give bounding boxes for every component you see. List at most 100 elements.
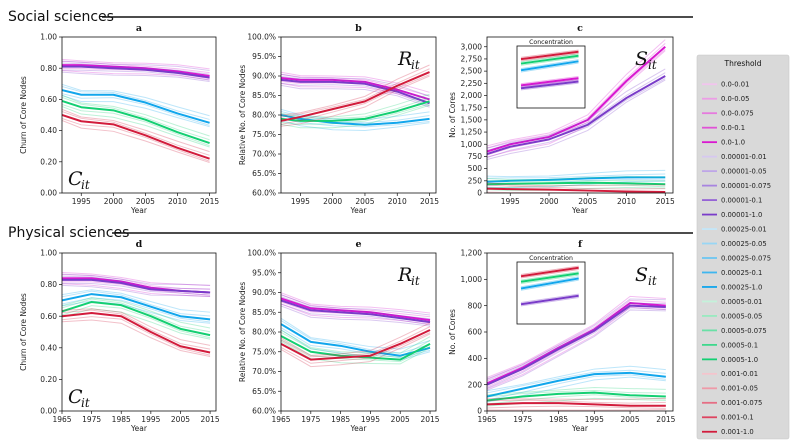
x-axis-label: Year xyxy=(350,206,368,215)
inset-title: Concentration xyxy=(529,255,573,262)
series-line-0.00001 xyxy=(487,75,666,155)
y-axis-label: No. of Cores xyxy=(448,92,457,138)
series-line-0.0 xyxy=(281,297,431,322)
series-variant-0.0 xyxy=(62,58,210,70)
inset-variant-0.00025 xyxy=(520,59,579,70)
series-line-0.00025 xyxy=(487,176,666,183)
y-tick-label: 1,750 xyxy=(461,103,483,112)
legend-label: 0.0-1.0 xyxy=(721,139,745,147)
y-tick-label: 0.40 xyxy=(40,126,57,135)
series-variant-0.00001 xyxy=(487,72,666,151)
series-variant-0.0 xyxy=(487,295,666,379)
y-tick-label: 0.00 xyxy=(40,407,57,416)
series-line-0.001 xyxy=(62,312,211,354)
series-variant-0.00001 xyxy=(62,284,211,297)
inset-variant-0.00025 xyxy=(520,62,579,73)
legend-entry: 0.00001-0.01 xyxy=(702,153,767,161)
y-tick-label: 750 xyxy=(468,152,483,161)
series-variant-0.00001 xyxy=(62,71,210,82)
inset-variant-0.0005 xyxy=(520,53,579,63)
series-variant-0.00025 xyxy=(281,329,431,361)
series-variant-0.00025 xyxy=(281,320,431,354)
legend-entry: 0.0005-1.0 xyxy=(702,356,758,364)
series-variant-0.0 xyxy=(487,50,666,158)
legend-label: 0.0-0.01 xyxy=(721,81,749,89)
x-tick-label: 1965 xyxy=(271,415,290,424)
series-variant-0.0005 xyxy=(487,390,666,398)
series-group xyxy=(487,39,666,193)
series-variant-0.00001 xyxy=(281,73,430,97)
series-variant-0.00025 xyxy=(487,173,666,179)
annotation-label: C xyxy=(68,386,83,408)
series-variant-0.00025 xyxy=(281,119,430,131)
y-axis-label: Relative No. of Core Nodes xyxy=(238,282,247,382)
series-line-0.0005 xyxy=(487,181,666,186)
panel-title: c xyxy=(577,23,583,34)
legend-label: 0.0005-0.01 xyxy=(721,298,762,306)
series-variant-0.00001 xyxy=(62,275,211,290)
y-tick-label: 2,000 xyxy=(461,91,483,100)
y-tick-label: 1,000 xyxy=(461,275,483,284)
legend-label: 0.00001-0.01 xyxy=(721,153,767,161)
legend-title: Threshold xyxy=(724,59,762,68)
series-line-0.00001 xyxy=(62,278,211,294)
series-variant-0.00001 xyxy=(487,78,666,158)
series-group xyxy=(62,58,210,164)
series-variant-0.001 xyxy=(281,68,430,118)
y-tick-label: 500 xyxy=(468,164,483,173)
series-line-0.001 xyxy=(281,329,431,361)
series-line-0.0005 xyxy=(487,391,666,402)
series-variant-0.001 xyxy=(487,182,666,187)
series-variant-0.00025 xyxy=(62,95,210,128)
legend-entry: 0.00001-1.0 xyxy=(702,211,762,219)
x-axis-label: Year xyxy=(571,424,589,433)
series-variant-0.00001 xyxy=(281,296,431,320)
legend-label: 0.001-0.01 xyxy=(721,370,758,378)
series-line-0.00001 xyxy=(281,299,431,324)
y-tick-label: 2,500 xyxy=(461,67,483,76)
annotation-label: R xyxy=(397,264,412,286)
panel-title: a xyxy=(136,23,142,34)
series-variant-0.0005 xyxy=(62,305,211,339)
y-tick-label: 60.0% xyxy=(252,189,276,198)
series-variant-0.0 xyxy=(62,70,210,81)
series-variant-0.0 xyxy=(487,39,666,147)
series-line-0.0 xyxy=(487,45,666,153)
panel-title: b xyxy=(355,23,362,34)
y-tick-label: 250 xyxy=(468,176,483,185)
panel-title: f xyxy=(578,239,583,250)
annotation-label: C xyxy=(68,168,83,190)
legend-entry: 0.001-0.075 xyxy=(702,399,762,407)
legend-entry: 0.0-0.01 xyxy=(702,81,749,89)
legend-entry: 0.00025-1.0 xyxy=(702,283,762,291)
series-variant-0.001 xyxy=(281,326,431,358)
inset-line-0.0005 xyxy=(520,54,579,65)
x-tick-label: 2005 xyxy=(136,197,155,206)
x-tick-label: 1975 xyxy=(513,415,532,424)
legend-label: 0.001-1.0 xyxy=(721,428,754,436)
series-variant-0.00025 xyxy=(62,290,211,317)
series-group xyxy=(281,64,430,131)
series-variant-0.001 xyxy=(62,118,210,162)
y-tick-label: 0.80 xyxy=(40,64,57,73)
y-tick-label: 100.0% xyxy=(247,249,276,258)
series-variant-0.00025 xyxy=(487,365,666,392)
series-variant-0.0 xyxy=(487,48,666,156)
y-axis-label: Relative No. of Core Nodes xyxy=(238,65,247,165)
x-tick-label: 1985 xyxy=(331,415,350,424)
y-tick-label: 0.40 xyxy=(40,343,57,352)
legend-label: 0.00001-0.1 xyxy=(721,196,762,204)
series-variant-0.00025 xyxy=(487,374,666,401)
series-variant-0.0005 xyxy=(62,297,211,329)
legend-label: 0.001-0.1 xyxy=(721,414,754,422)
legend-entry: 0.0005-0.05 xyxy=(702,312,762,320)
series-variant-0.0005 xyxy=(62,105,210,148)
x-tick-label: 1995 xyxy=(585,415,604,424)
series-line-0.0 xyxy=(487,302,666,385)
x-tick-label: 2015 xyxy=(420,197,439,206)
series-line-0.00001 xyxy=(62,65,210,79)
series-variant-0.00025 xyxy=(62,85,210,120)
section-title-social: Social sciences xyxy=(8,9,114,25)
legend-entry: 0.00025-0.01 xyxy=(702,225,767,233)
